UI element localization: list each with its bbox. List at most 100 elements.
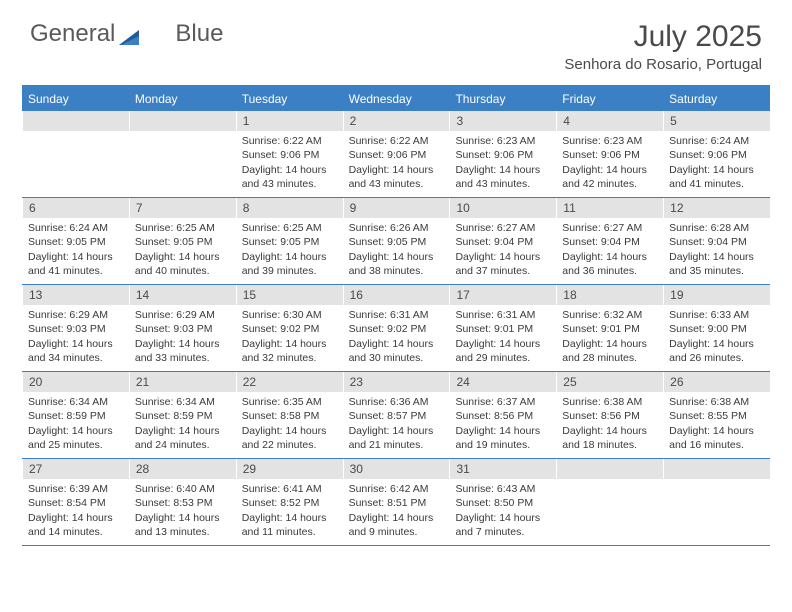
sunset-line: Sunset: 8:50 PM xyxy=(455,496,550,510)
calendar-cell: 12Sunrise: 6:28 AMSunset: 9:04 PMDayligh… xyxy=(663,198,770,284)
calendar-cell xyxy=(663,459,770,545)
day-number: 27 xyxy=(22,459,129,479)
sunrise-line: Sunrise: 6:24 AM xyxy=(669,134,764,148)
logo-sail-icon xyxy=(119,25,141,43)
day-number: 4 xyxy=(556,111,663,131)
day-number: 23 xyxy=(343,372,450,392)
daylight-line: Daylight: 14 hours and 34 minutes. xyxy=(28,337,123,365)
calendar-cell: 18Sunrise: 6:32 AMSunset: 9:01 PMDayligh… xyxy=(556,285,663,371)
daylight-line: Daylight: 14 hours and 42 minutes. xyxy=(562,163,657,191)
sunset-line: Sunset: 9:02 PM xyxy=(242,322,337,336)
day-body: Sunrise: 6:38 AMSunset: 8:56 PMDaylight:… xyxy=(556,392,663,456)
calendar-cell: 1Sunrise: 6:22 AMSunset: 9:06 PMDaylight… xyxy=(236,111,343,197)
sunset-line: Sunset: 9:04 PM xyxy=(455,235,550,249)
sunrise-line: Sunrise: 6:29 AM xyxy=(135,308,230,322)
calendar-week: 13Sunrise: 6:29 AMSunset: 9:03 PMDayligh… xyxy=(22,285,770,372)
calendar-cell: 15Sunrise: 6:30 AMSunset: 9:02 PMDayligh… xyxy=(236,285,343,371)
sunset-line: Sunset: 8:57 PM xyxy=(349,409,444,423)
sunrise-line: Sunrise: 6:35 AM xyxy=(242,395,337,409)
day-body: Sunrise: 6:23 AMSunset: 9:06 PMDaylight:… xyxy=(449,131,556,195)
sunrise-line: Sunrise: 6:31 AM xyxy=(349,308,444,322)
sunrise-line: Sunrise: 6:34 AM xyxy=(135,395,230,409)
day-number xyxy=(556,459,663,479)
logo-text-2: Blue xyxy=(175,20,223,48)
calendar-cell: 9 Sunrise: 6:26 AMSunset: 9:05 PMDaylight… xyxy=(343,198,450,284)
day-body xyxy=(663,479,770,486)
day-number: 8 xyxy=(236,198,343,218)
day-number: 11 xyxy=(556,198,663,218)
day-header-cell: Sunday xyxy=(22,87,129,111)
calendar-cell: 14Sunrise: 6:29 AMSunset: 9:03 PMDayligh… xyxy=(129,285,236,371)
day-body: Sunrise: 6:33 AMSunset: 9:00 PMDaylight:… xyxy=(663,305,770,369)
calendar-cell: 5Sunrise: 6:24 AMSunset: 9:06 PMDaylight… xyxy=(663,111,770,197)
sunrise-line: Sunrise: 6:23 AM xyxy=(455,134,550,148)
daylight-line: Daylight: 14 hours and 38 minutes. xyxy=(349,250,444,278)
sunrise-line: Sunrise: 6:22 AM xyxy=(242,134,337,148)
day-body: Sunrise: 6:34 AMSunset: 8:59 PMDaylight:… xyxy=(129,392,236,456)
day-body: Sunrise: 6:27 AMSunset: 9:04 PMDaylight:… xyxy=(449,218,556,282)
sunset-line: Sunset: 9:06 PM xyxy=(349,148,444,162)
daylight-line: Daylight: 14 hours and 26 minutes. xyxy=(669,337,764,365)
day-body: Sunrise: 6:38 AMSunset: 8:55 PMDaylight:… xyxy=(663,392,770,456)
daylight-line: Daylight: 14 hours and 18 minutes. xyxy=(562,424,657,452)
day-number: 18 xyxy=(556,285,663,305)
daylight-line: Daylight: 14 hours and 13 minutes. xyxy=(135,511,230,539)
sunset-line: Sunset: 8:59 PM xyxy=(28,409,123,423)
day-body: Sunrise: 6:41 AMSunset: 8:52 PMDaylight:… xyxy=(236,479,343,543)
sunset-line: Sunset: 9:01 PM xyxy=(455,322,550,336)
sunrise-line: Sunrise: 6:37 AM xyxy=(455,395,550,409)
sunset-line: Sunset: 8:52 PM xyxy=(242,496,337,510)
sunset-line: Sunset: 9:05 PM xyxy=(242,235,337,249)
sunset-line: Sunset: 9:04 PM xyxy=(669,235,764,249)
calendar-cell: 22Sunrise: 6:35 AMSunset: 8:58 PMDayligh… xyxy=(236,372,343,458)
day-number: 30 xyxy=(343,459,450,479)
sunset-line: Sunset: 8:55 PM xyxy=(669,409,764,423)
calendar-week: 6Sunrise: 6:24 AMSunset: 9:05 PMDaylight… xyxy=(22,198,770,285)
day-number: 14 xyxy=(129,285,236,305)
day-body: Sunrise: 6:36 AMSunset: 8:57 PMDaylight:… xyxy=(343,392,450,456)
day-number: 5 xyxy=(663,111,770,131)
day-body xyxy=(22,131,129,138)
sunset-line: Sunset: 9:05 PM xyxy=(349,235,444,249)
day-body: Sunrise: 6:39 AMSunset: 8:54 PMDaylight:… xyxy=(22,479,129,543)
calendar-cell: 23Sunrise: 6:36 AMSunset: 8:57 PMDayligh… xyxy=(343,372,450,458)
day-body: Sunrise: 6:42 AMSunset: 8:51 PMDaylight:… xyxy=(343,479,450,543)
day-body: Sunrise: 6:29 AMSunset: 9:03 PMDaylight:… xyxy=(129,305,236,369)
daylight-line: Daylight: 14 hours and 41 minutes. xyxy=(28,250,123,278)
day-number: 13 xyxy=(22,285,129,305)
day-number: 3 xyxy=(449,111,556,131)
day-body: Sunrise: 6:22 AMSunset: 9:06 PMDaylight:… xyxy=(343,131,450,195)
sunrise-line: Sunrise: 6:42 AM xyxy=(349,482,444,496)
sunrise-line: Sunrise: 6:25 AM xyxy=(135,221,230,235)
daylight-line: Daylight: 14 hours and 24 minutes. xyxy=(135,424,230,452)
calendar-cell xyxy=(129,111,236,197)
sunset-line: Sunset: 8:56 PM xyxy=(455,409,550,423)
calendar-cell: 13Sunrise: 6:29 AMSunset: 9:03 PMDayligh… xyxy=(22,285,129,371)
day-number xyxy=(22,111,129,131)
day-number: 16 xyxy=(343,285,450,305)
day-body: Sunrise: 6:24 AMSunset: 9:05 PMDaylight:… xyxy=(22,218,129,282)
day-number: 9 xyxy=(343,198,450,218)
day-number: 21 xyxy=(129,372,236,392)
day-body: Sunrise: 6:28 AMSunset: 9:04 PMDaylight:… xyxy=(663,218,770,282)
day-number: 1 xyxy=(236,111,343,131)
sunrise-line: Sunrise: 6:43 AM xyxy=(455,482,550,496)
sunset-line: Sunset: 9:05 PM xyxy=(135,235,230,249)
sunset-line: Sunset: 9:05 PM xyxy=(28,235,123,249)
day-body: Sunrise: 6:31 AMSunset: 9:01 PMDaylight:… xyxy=(449,305,556,369)
sunrise-line: Sunrise: 6:23 AM xyxy=(562,134,657,148)
day-number: 29 xyxy=(236,459,343,479)
sunrise-line: Sunrise: 6:26 AM xyxy=(349,221,444,235)
sunrise-line: Sunrise: 6:33 AM xyxy=(669,308,764,322)
day-number: 31 xyxy=(449,459,556,479)
day-number: 20 xyxy=(22,372,129,392)
calendar-cell: 24Sunrise: 6:37 AMSunset: 8:56 PMDayligh… xyxy=(449,372,556,458)
sunset-line: Sunset: 9:06 PM xyxy=(669,148,764,162)
calendar-week: 1Sunrise: 6:22 AMSunset: 9:06 PMDaylight… xyxy=(22,111,770,198)
day-number: 25 xyxy=(556,372,663,392)
logo-text-1: General xyxy=(30,20,115,48)
day-number: 22 xyxy=(236,372,343,392)
sunrise-line: Sunrise: 6:36 AM xyxy=(349,395,444,409)
daylight-line: Daylight: 14 hours and 9 minutes. xyxy=(349,511,444,539)
sunrise-line: Sunrise: 6:29 AM xyxy=(28,308,123,322)
